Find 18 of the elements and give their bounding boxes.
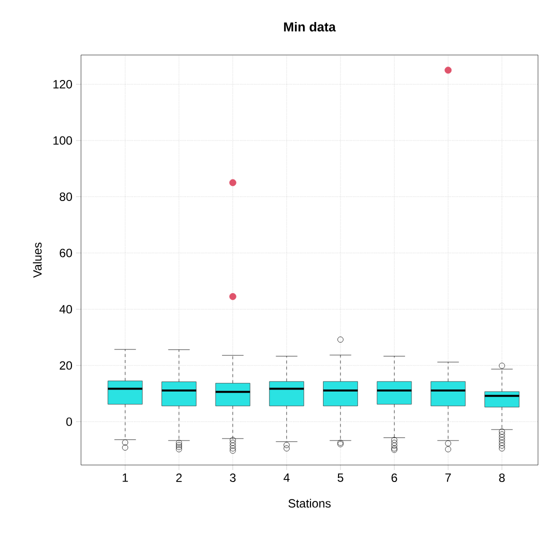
x-tick-label: 8: [499, 474, 505, 482]
x-tick-label: 4: [284, 474, 290, 482]
y-axis-title: Values: [32, 242, 42, 278]
y-tick-label: 80: [60, 192, 72, 201]
x-tick-label: 3: [230, 474, 236, 482]
x-axis-title: Stations: [288, 498, 331, 508]
y-tick-label: 20: [60, 361, 72, 370]
x-tick-label: 7: [445, 474, 451, 482]
x-tick-label: 6: [392, 474, 398, 482]
y-tick-label: 40: [59, 304, 72, 314]
x-tick-label: 1: [122, 474, 128, 482]
y-tick-label: 60: [60, 248, 72, 258]
x-tick-label: 2: [176, 474, 182, 482]
y-tick-label: 100: [53, 136, 72, 145]
chart-title: Min data: [284, 22, 336, 32]
y-tick-label: 0: [66, 417, 72, 426]
x-tick-label: 5: [338, 474, 344, 482]
y-tick-label: 120: [53, 80, 72, 88]
